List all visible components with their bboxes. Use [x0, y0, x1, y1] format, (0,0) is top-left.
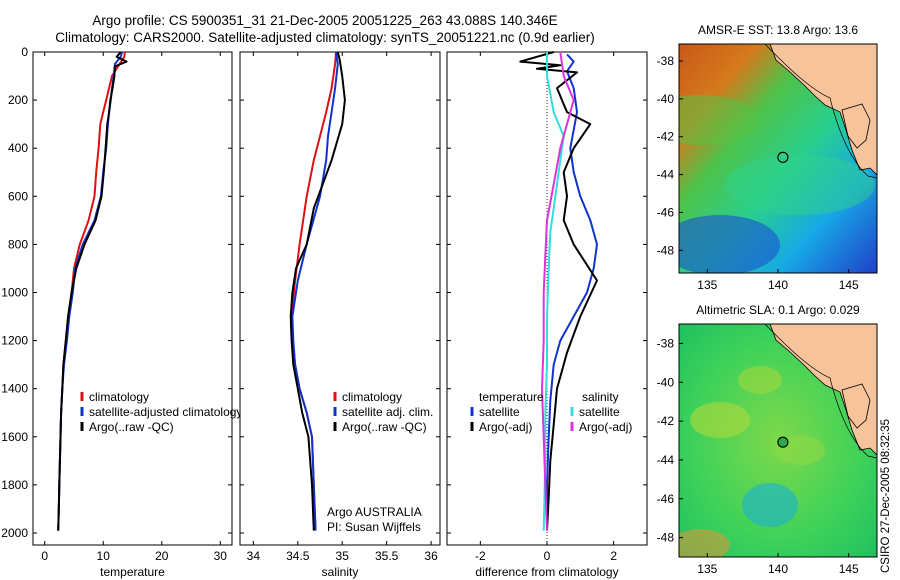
legend-label: satellite adj. clim. — [342, 405, 433, 419]
map-y-tick-label: -48 — [657, 531, 675, 545]
figure-title: Argo profile: CS 5900351_31 21-Dec-2005 … — [92, 13, 558, 28]
map-title: Altimetric SLA: 0.1 Argo: 0.029 — [696, 303, 860, 317]
y-tick-label: 2000 — [1, 526, 28, 540]
y-tick-label: 600 — [8, 189, 28, 203]
map-y-tick-label: -42 — [657, 414, 675, 428]
map-title: AMSR-E SST: 13.8 Argo: 13.6 — [698, 23, 858, 37]
series-line-3 — [57, 51, 128, 531]
legend-label: Argo(-adj) — [579, 420, 632, 434]
map-y-tick-label: -40 — [657, 375, 675, 389]
x-tick-label: 2 — [610, 549, 617, 563]
sst-anomaly-patch — [679, 95, 760, 145]
map-axes-2: Altimetric SLA: 0.1 Argo: 0.029 135 140 145… — [657, 303, 860, 576]
map-y-tick-label: -38 — [657, 336, 675, 350]
y-tick-label: 1400 — [1, 382, 28, 396]
x-tick-label: 30 — [214, 549, 228, 563]
x-axis-label: salinity — [322, 565, 359, 579]
map-x-tick-label: 135 — [697, 562, 717, 576]
y-tick-label: 400 — [8, 141, 28, 155]
sla-eddy — [690, 402, 750, 438]
x-tick-label: 0 — [41, 549, 48, 563]
legend-label: Argo(-adj) — [479, 420, 532, 434]
x-tick-label: 34 — [247, 549, 261, 563]
legend-label: Argo(..raw -QC) — [89, 420, 174, 434]
map-y-tick-label: -44 — [657, 168, 675, 182]
legend-label: Argo(..raw -QC) — [342, 420, 427, 434]
legend-label: satellite — [579, 405, 620, 419]
map-x-tick-label: 140 — [768, 278, 788, 292]
legend-label: satellite — [479, 405, 520, 419]
profile-panel-2: 34 34.5 35 35.5 36 salinity climatologysatelli… — [239, 51, 441, 579]
series-line-2 — [519, 51, 598, 531]
legend-label: climatology — [342, 390, 402, 404]
map-x-tick-label: 135 — [697, 278, 717, 292]
sst-argo-marker — [777, 151, 789, 163]
credit-line-2: PI: Susan Wijffels — [327, 520, 421, 534]
x-tick-label: 34.5 — [286, 549, 310, 563]
map-x-tick-label: 145 — [839, 562, 859, 576]
map-y-tick-label: -46 — [657, 205, 675, 219]
credit-line-1: Argo AUSTRALIA — [327, 505, 422, 519]
series-line-3 — [289, 51, 346, 531]
series-line-2 — [291, 51, 339, 531]
legend-label: satellite-adjusted climatology — [89, 405, 242, 419]
x-tick-label: 35 — [336, 549, 350, 563]
map-y-tick-label: -48 — [657, 243, 675, 257]
profile-panel-1: 0 10 20 30 0 200 400 600 800 1000 1200 1400 1600 1800… — [1, 45, 242, 579]
series-line-3 — [542, 52, 565, 531]
x-tick-label: -2 — [475, 549, 486, 563]
x-tick-label: 10 — [97, 549, 111, 563]
x-axis-label: temperature — [100, 565, 165, 579]
y-tick-label: 800 — [8, 237, 28, 251]
sla-argo-marker — [777, 436, 789, 448]
map-x-tick-label: 140 — [768, 562, 788, 576]
y-tick-label: 0 — [21, 45, 28, 59]
map-x-tick-label: 145 — [839, 278, 859, 292]
sla-land-mainland — [769, 324, 877, 456]
y-tick-label: 1000 — [1, 285, 28, 299]
figure-subtitle: Climatology: CARS2000. Satellite-adjuste… — [55, 30, 595, 45]
sst-land-mainland — [769, 44, 877, 176]
legend-label: climatology — [89, 390, 149, 404]
legend-header: salinity — [582, 390, 619, 404]
y-tick-label: 1600 — [1, 430, 28, 444]
sla-eddy — [742, 483, 798, 527]
y-tick-label: 1200 — [1, 334, 28, 348]
x-tick-label: 0 — [544, 549, 551, 563]
map-y-tick-label: -40 — [657, 92, 675, 106]
legend-header: temperature — [479, 390, 544, 404]
map-y-tick-label: -46 — [657, 492, 675, 506]
sst-anomaly-patch — [679, 215, 780, 273]
sst-anomaly-patch — [725, 155, 875, 215]
y-tick-label: 200 — [8, 93, 28, 107]
sla-depth-contour — [764, 324, 877, 459]
x-tick-label: 20 — [155, 549, 169, 563]
map-y-tick-label: -42 — [657, 130, 675, 144]
sst-map — [678, 43, 878, 274]
sst-land-tasmania — [841, 103, 871, 149]
panel-frame — [239, 51, 441, 546]
x-axis-label: difference from climatology — [475, 565, 618, 579]
sla-map — [678, 323, 878, 558]
map-y-tick-label: -38 — [657, 54, 675, 68]
sla-eddy — [679, 529, 730, 557]
sla-eddy — [738, 366, 782, 394]
panel-frame — [32, 51, 233, 546]
sla-land-tasmania — [841, 383, 871, 429]
x-tick-label: 35.5 — [375, 549, 399, 563]
map-y-tick-label: -44 — [657, 453, 675, 467]
map-axes-1: AMSR-E SST: 13.8 Argo: 13.6 135 140 145 -38 -… — [657, 23, 859, 292]
y-tick-label: 1800 — [1, 478, 28, 492]
profile-panel-3: -2 0 2 difference from climatology temperatu… — [446, 51, 648, 579]
x-tick-label: 36 — [424, 549, 438, 563]
series-line-4 — [541, 51, 575, 531]
timestamp-stamp: CSIRO 27-Dec-2005 08:32:35 — [880, 418, 892, 573]
series-line-1 — [546, 53, 598, 531]
sst-depth-contour — [764, 44, 877, 179]
